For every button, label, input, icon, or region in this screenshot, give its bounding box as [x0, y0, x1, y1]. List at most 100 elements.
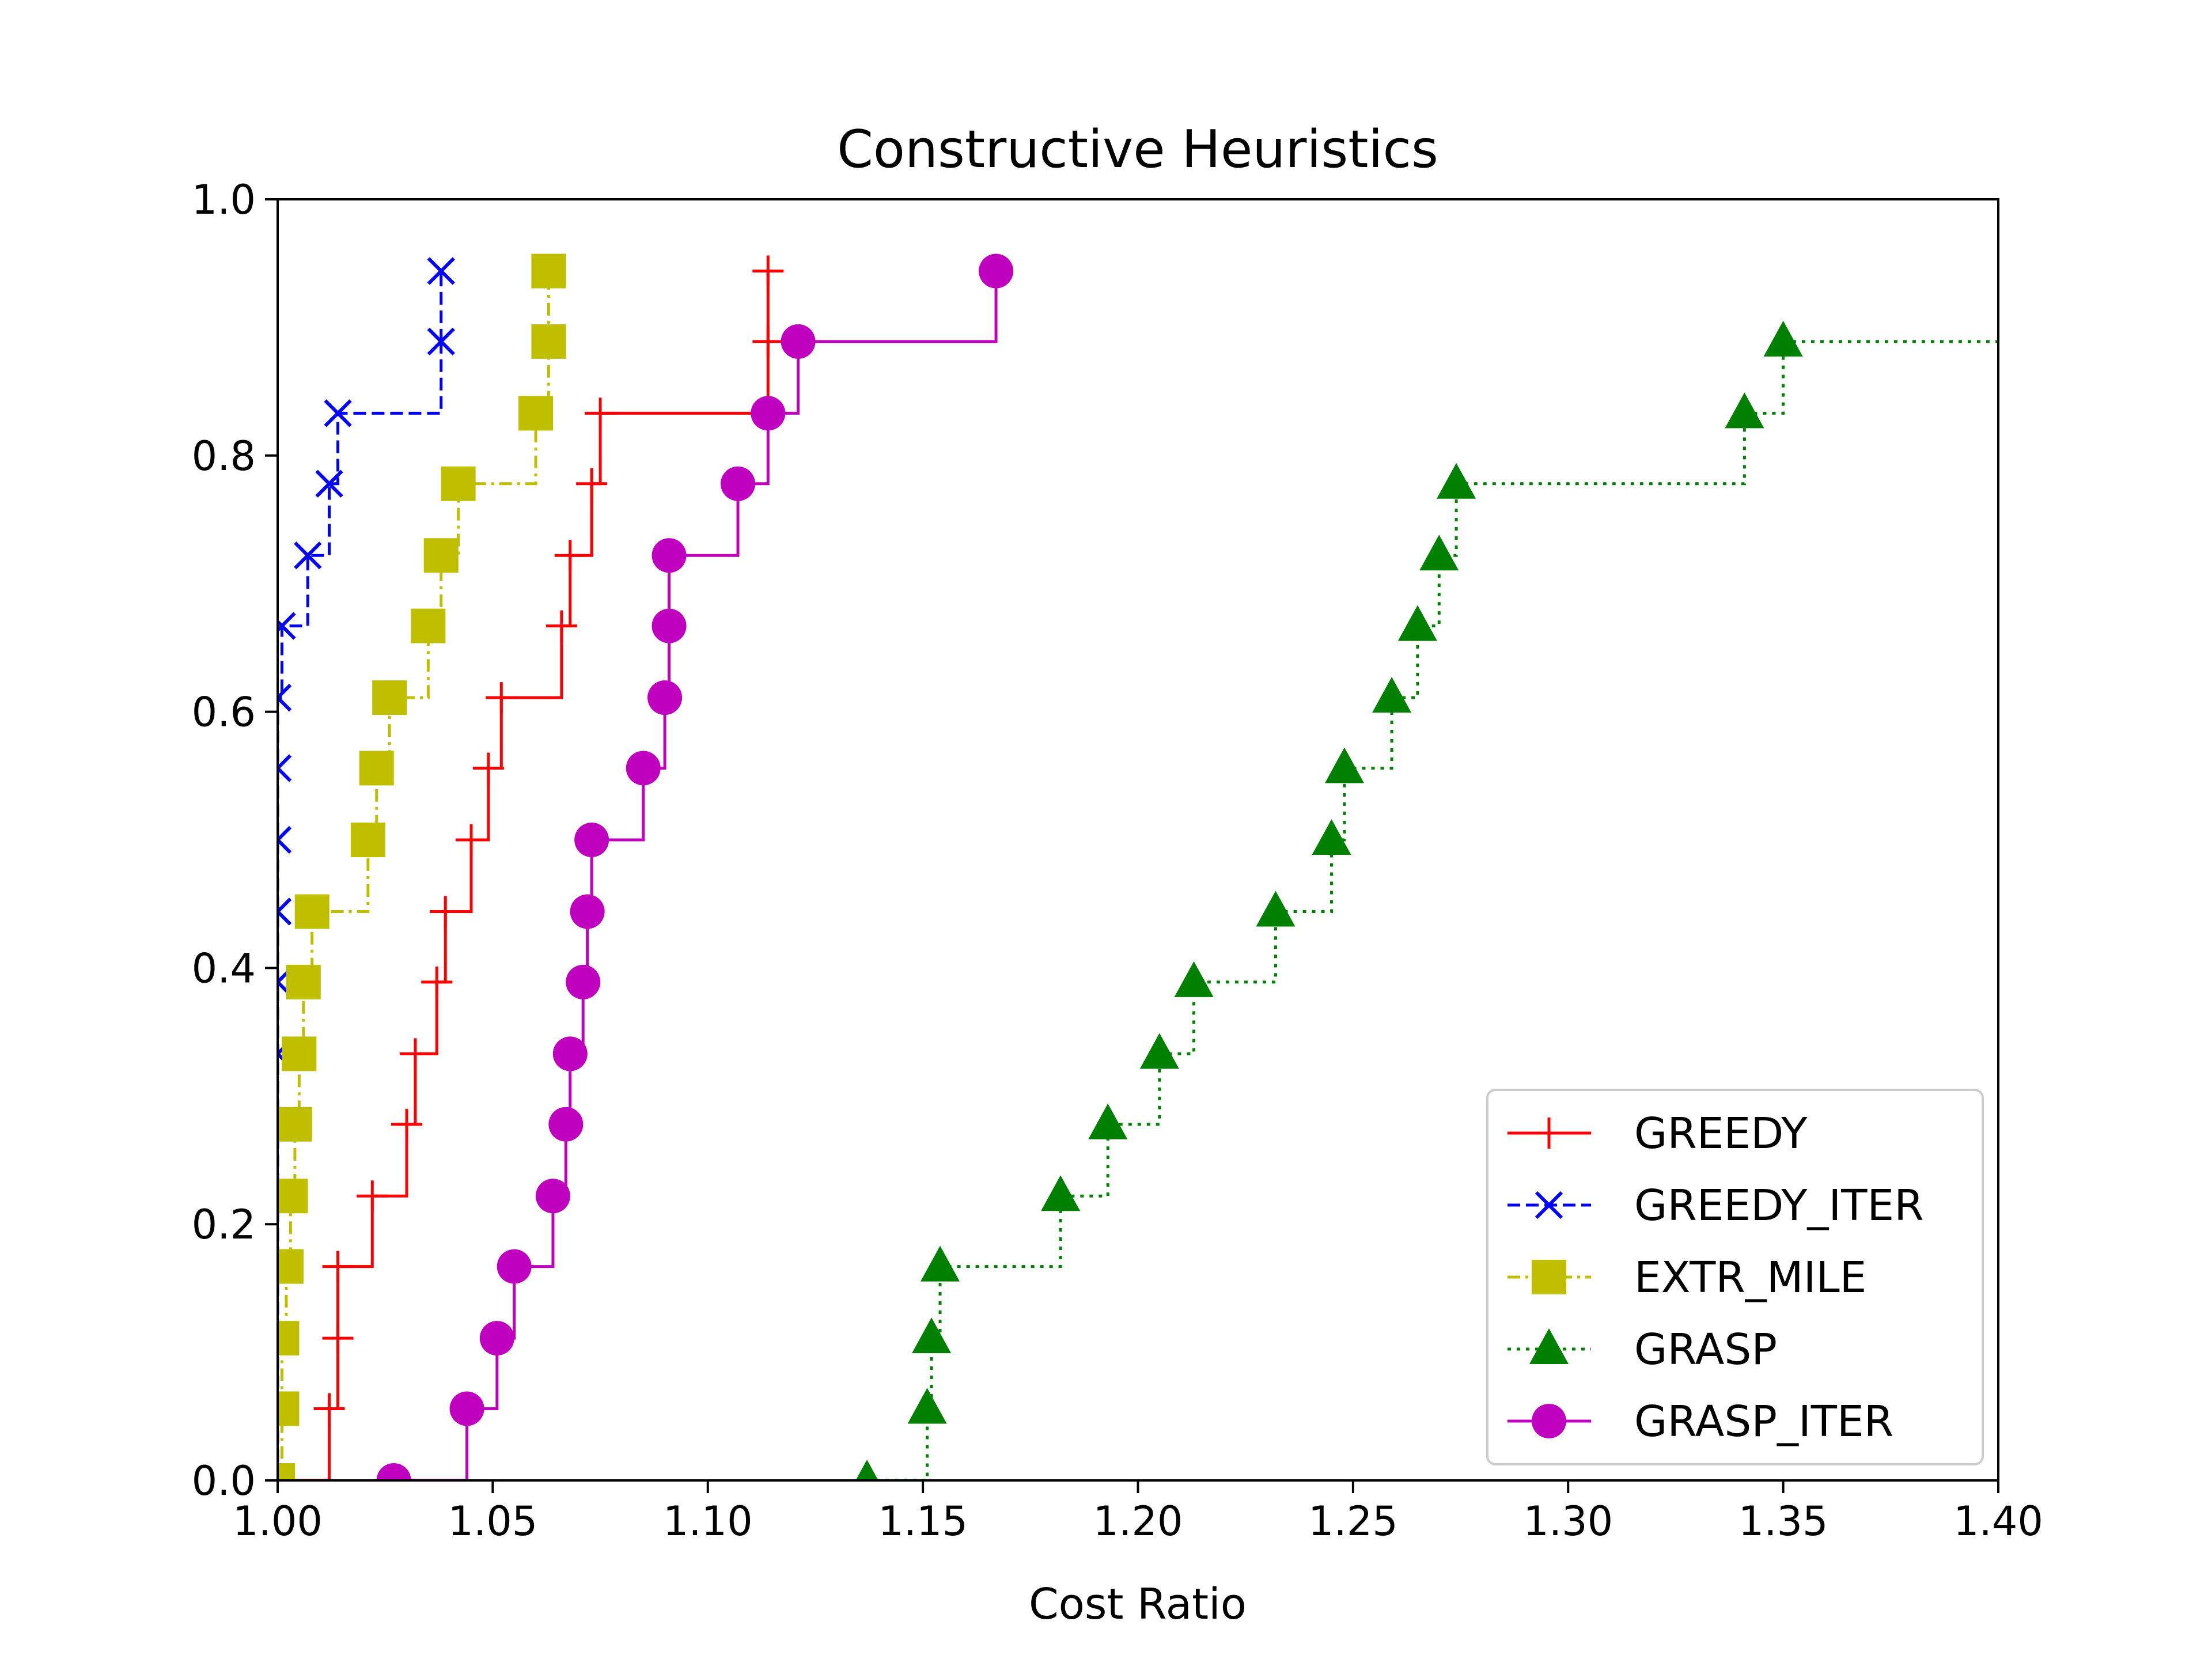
data-point: [430, 896, 461, 927]
data-point: [278, 754, 292, 782]
data-point: [576, 468, 608, 499]
data-point: [479, 1321, 514, 1356]
data-point: [1041, 1175, 1081, 1211]
legend-marker: [1532, 1260, 1566, 1294]
plot-frame: [276, 198, 1999, 1482]
x-tick-label: 1.05: [448, 1498, 537, 1545]
legend-box: [1486, 1089, 1984, 1465]
data-point: [574, 823, 609, 857]
data-point: [920, 1245, 960, 1282]
legend: GREEDY GREEDY_ITER EXTR_MILE GRASP GRASP_ITE…: [1486, 1089, 1984, 1465]
series-line: [278, 341, 550, 1480]
data-point: [391, 1108, 423, 1140]
data-point: [294, 541, 322, 570]
legend-entry: GREEDY_ITER: [1508, 1181, 1924, 1230]
y-axis: 0.0 0.2 0.4 0.6 0.8 1.0: [192, 176, 278, 1505]
data-point: [441, 466, 476, 501]
data-point: [315, 469, 343, 498]
data-point: [652, 538, 687, 573]
data-point: [411, 608, 446, 643]
data-point: [278, 612, 296, 640]
y-tick-label: 1.0: [192, 176, 256, 224]
data-point: [626, 751, 661, 786]
legend-label: GRASP: [1634, 1325, 1777, 1374]
data-point: [1256, 891, 1296, 927]
series-greedy-iter: [278, 257, 455, 1480]
data-point: [449, 1391, 484, 1426]
data-point: [357, 1180, 388, 1212]
series-grasp-iter: [376, 253, 1014, 1480]
data-point: [278, 1179, 308, 1214]
x-tick-label: 1.30: [1523, 1498, 1613, 1545]
data-point: [554, 540, 586, 571]
data-point: [278, 897, 292, 926]
data-point: [855, 1460, 878, 1480]
legend-marker: [1533, 1118, 1565, 1149]
data-point: [278, 1463, 295, 1480]
data-point: [278, 684, 292, 712]
data-point: [1139, 1033, 1179, 1069]
data-point: [1312, 819, 1351, 855]
data-point: [322, 1323, 354, 1354]
legend-marker: [1529, 1328, 1569, 1364]
data-point: [912, 1317, 952, 1354]
series-line: [278, 341, 443, 1480]
legend-label: EXTR_MILE: [1634, 1253, 1866, 1302]
y-tick-label: 0.2: [192, 1201, 256, 1248]
data-point: [278, 1321, 300, 1356]
data-point: [548, 1107, 584, 1142]
data-point: [350, 823, 385, 857]
data-point: [497, 1249, 532, 1284]
data-point: [1088, 1103, 1128, 1139]
data-point: [907, 1388, 947, 1424]
data-point: [751, 396, 786, 431]
data-point: [486, 682, 517, 714]
data-point: [721, 466, 756, 501]
data-point: [552, 1036, 588, 1071]
data-point: [979, 253, 1014, 289]
data-point: [322, 1251, 354, 1282]
data-point: [1437, 463, 1476, 499]
data-point: [359, 751, 394, 786]
y-tick-label: 0.8: [192, 433, 256, 480]
legend-label: GREEDY_ITER: [1634, 1181, 1924, 1230]
x-tick-label: 1.25: [1308, 1498, 1398, 1545]
legend-label: GREEDY: [1634, 1109, 1808, 1158]
data-point: [286, 964, 321, 999]
x-axis: 1.00 1.05 1.10 1.15 1.20 1.25 1.30 1.35 1.40: [233, 1480, 2043, 1545]
data-point: [781, 324, 816, 359]
data-point: [278, 968, 292, 996]
data-point: [278, 825, 292, 854]
data-point: [1372, 677, 1412, 713]
data-point: [376, 1463, 411, 1480]
data-point: [427, 257, 455, 285]
data-point: [1725, 392, 1764, 429]
legend-entry: EXTR_MILE: [1508, 1253, 1866, 1302]
x-tick-label: 1.40: [1953, 1498, 2043, 1545]
data-point: [1763, 320, 1803, 357]
data-point: [546, 610, 577, 642]
x-tick-label: 1.35: [1738, 1498, 1828, 1545]
y-tick-label: 0.4: [192, 945, 256, 992]
data-point: [372, 680, 407, 715]
data-point: [421, 966, 453, 998]
data-point: [1324, 747, 1364, 783]
data-point: [278, 1249, 304, 1284]
y-tick-label: 0.6: [192, 689, 256, 736]
data-point: [282, 1036, 317, 1071]
legend-entry: GREEDY: [1508, 1109, 1808, 1158]
data-point: [518, 396, 554, 431]
data-point: [324, 399, 352, 427]
data-point: [472, 752, 504, 784]
data-point: [566, 964, 601, 999]
series-line: [867, 340, 1998, 1480]
data-point: [535, 1179, 570, 1214]
data-point: [1174, 961, 1214, 997]
x-axis-label: Cost Ratio: [1029, 1580, 1247, 1629]
chart-title: Constructive Heuristics: [837, 119, 1438, 180]
data-point: [294, 894, 329, 929]
data-point: [570, 894, 605, 929]
data-point: [399, 1038, 431, 1070]
series-greedy: [278, 255, 784, 1480]
